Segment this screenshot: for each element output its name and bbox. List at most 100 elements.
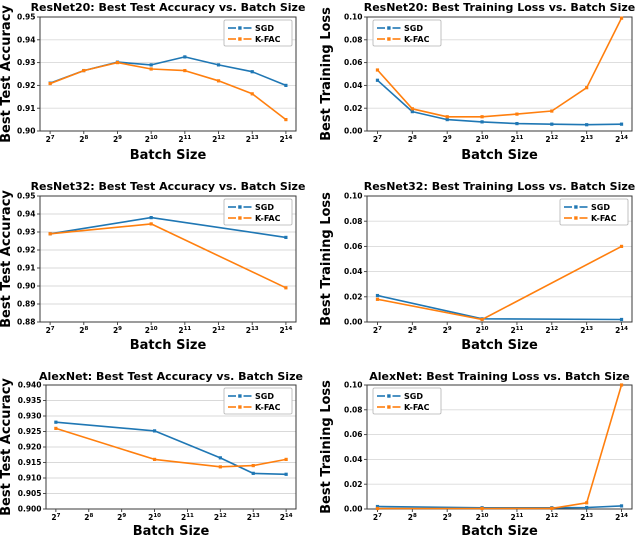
x-axis-label: Batch Size: [130, 338, 207, 353]
series-marker-k-fac: [445, 115, 449, 119]
legend-label: SGD: [404, 24, 423, 33]
series-marker-sgd: [550, 122, 554, 126]
x-tick-label: 28: [408, 513, 417, 522]
legend-marker-sample: [238, 26, 242, 30]
y-tick-label: 0.935: [18, 396, 42, 405]
y-tick-label: 0.08: [344, 35, 363, 44]
y-axis-label: Best Test Accuracy: [0, 190, 14, 328]
y-tick-label: 0.10: [344, 381, 363, 390]
series-marker-k-fac: [216, 79, 221, 83]
x-tick-label: 210: [476, 326, 489, 335]
legend-label: SGD: [591, 203, 610, 212]
chart-canvas: 0.00 0.02 0.04 0.06 0.08 0.10 27 28 29 210 211 212 2…: [320, 370, 633, 537]
x-tick-label: 211: [510, 135, 523, 144]
x-tick-label: 211: [510, 326, 523, 335]
legend-marker-sample: [238, 216, 242, 220]
x-tick-label: 212: [545, 513, 558, 522]
series-marker-k-fac: [550, 109, 554, 113]
chart-resnet32-training-loss: 0.00 0.02 0.04 0.06 0.08 0.10 27 28 29 210 211 212 2…: [320, 179, 640, 357]
chart-title: ResNet20: Best Training Loss vs. Batch S…: [364, 1, 636, 14]
series-marker-k-fac: [149, 222, 153, 226]
series-marker-sgd: [375, 78, 380, 82]
x-tick-label: 210: [145, 326, 158, 335]
y-tick-label: 0.10: [344, 13, 363, 22]
series-line-sgd: [49, 56, 287, 87]
y-tick-label: 0.91: [17, 104, 36, 113]
chart-alexnet-test-accuracy: 0.900 0.905 0.910 0.915 0.920 0.925 0.930 0.935…: [0, 357, 320, 537]
y-tick-label: 0.940: [18, 381, 42, 390]
series-marker-k-fac: [54, 426, 58, 430]
y-axis-label: Best Training Loss: [320, 380, 334, 514]
y-tick-label: 0.00: [344, 505, 363, 514]
y-tick-label: 0.06: [344, 242, 363, 251]
x-tick-label: 210: [476, 135, 489, 144]
series-marker-sgd: [251, 471, 255, 475]
series-marker-k-fac: [250, 92, 254, 96]
series-marker-sgd: [375, 504, 380, 509]
x-tick-label: 211: [178, 326, 191, 335]
series-marker-k-fac: [480, 115, 484, 119]
x-tick-label: 27: [46, 135, 55, 144]
x-tick-label: 214: [615, 326, 628, 335]
series-marker-k-fac: [480, 506, 484, 511]
x-tick-label: 214: [615, 135, 628, 144]
y-tick-label: 0.91: [17, 264, 36, 273]
legend-marker-sample: [387, 405, 391, 409]
x-axis-label: Batch Size: [461, 338, 538, 353]
plot-area-border: [366, 16, 633, 132]
series-line-sgd: [55, 421, 287, 476]
plot-area-border: [39, 16, 297, 132]
series-marker-k-fac: [251, 464, 255, 468]
legend-marker-sample: [238, 405, 242, 409]
legend-label: K-FAC: [591, 214, 617, 223]
y-tick-label: 0.92: [17, 81, 36, 90]
series-marker-k-fac: [115, 61, 120, 65]
y-tick-label: 0.930: [18, 412, 42, 421]
y-tick-label: 0.95: [17, 192, 36, 201]
series-marker-k-fac: [550, 506, 554, 510]
y-tick-label: 0.900: [18, 505, 42, 514]
x-tick-label: 29: [443, 326, 452, 335]
series-line-k-fac: [50, 223, 287, 289]
legend-label: SGD: [255, 203, 274, 212]
legend-marker-sample: [387, 394, 391, 398]
x-tick-label: 210: [148, 513, 161, 522]
series-marker-sgd: [585, 123, 589, 127]
series-marker-k-fac: [375, 68, 380, 72]
x-tick-label: 29: [113, 135, 122, 144]
chart-title: AlexNet: Best Test Accuracy vs. Batch Si…: [39, 370, 303, 383]
series-marker-sgd: [375, 293, 380, 298]
series-marker-sgd: [183, 55, 187, 59]
legend-marker-sample: [238, 205, 242, 209]
x-tick-label: 214: [279, 326, 292, 335]
x-axis-label: Batch Size: [133, 524, 210, 537]
chart-canvas: 0.88 0.89 0.90 0.91 0.92 0.93 0.94 0.95 27 28 29 21…: [0, 180, 306, 353]
series-marker-sgd: [284, 472, 288, 476]
x-tick-label: 211: [178, 135, 191, 144]
x-tick-label: 213: [580, 326, 593, 335]
y-tick-label: 0.94: [17, 35, 36, 44]
legend-label: K-FAC: [255, 35, 281, 44]
series-marker-k-fac: [410, 107, 414, 111]
y-tick-label: 0.04: [344, 455, 363, 464]
y-tick-label: 0.00: [344, 318, 363, 327]
series-marker-sgd: [619, 122, 624, 126]
chart-resnet20-training-loss: 0.00 0.02 0.04 0.06 0.08 0.10 27 28 29 210 211 212 2…: [320, 0, 640, 179]
series-marker-sgd: [480, 120, 484, 124]
legend-label: K-FAC: [404, 403, 430, 412]
legend-label: K-FAC: [255, 214, 281, 223]
chart-title: ResNet32: Best Test Accuracy vs. Batch S…: [31, 180, 306, 193]
series-line-k-fac: [55, 427, 287, 468]
series-marker-sgd: [152, 429, 157, 433]
plot-area-border: [45, 384, 297, 510]
x-tick-label: 213: [246, 135, 259, 144]
x-tick-label: 212: [212, 135, 225, 144]
x-tick-label: 213: [247, 513, 260, 522]
y-tick-label: 0.910: [18, 474, 42, 483]
x-tick-label: 28: [79, 326, 88, 335]
series-marker-sgd: [410, 110, 414, 114]
x-axis-label: Batch Size: [461, 524, 538, 537]
y-tick-label: 0.94: [17, 210, 36, 219]
y-tick-label: 0.90: [17, 127, 36, 136]
y-tick-label: 0.02: [344, 104, 363, 113]
